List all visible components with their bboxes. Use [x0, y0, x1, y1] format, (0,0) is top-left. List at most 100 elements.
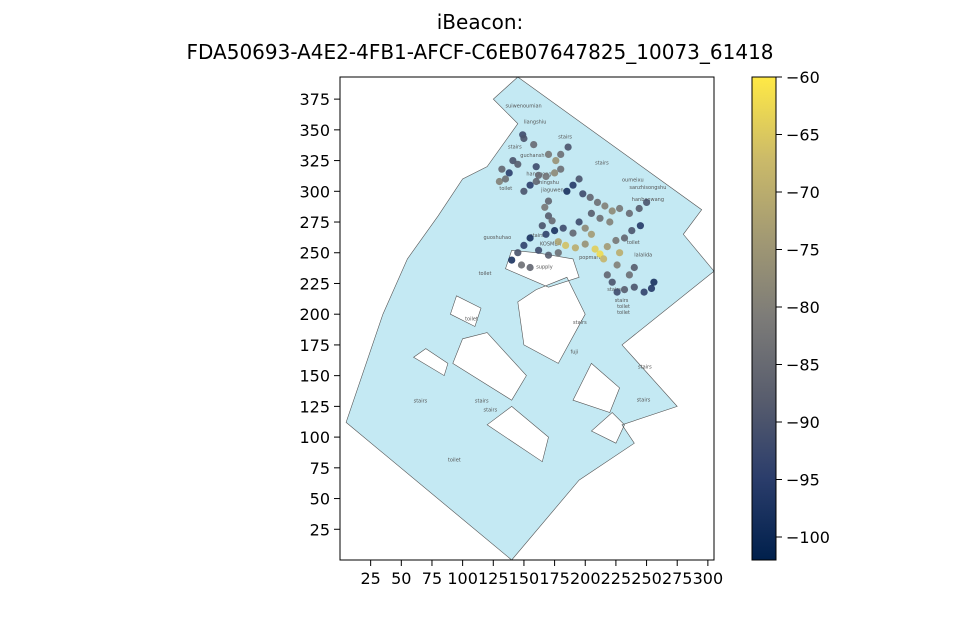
map-label: stairs — [484, 407, 498, 413]
beacon-point — [526, 181, 534, 189]
map-label: lalalida — [634, 252, 652, 258]
x-tick-label: 125 — [478, 569, 509, 588]
beacon-point — [530, 141, 538, 149]
map-label: mingshu — [537, 180, 559, 186]
y-tick-label: 250 — [299, 244, 330, 263]
y-tick-label: 225 — [299, 274, 330, 293]
beacon-point — [603, 243, 611, 251]
map-label: stairs — [615, 298, 629, 304]
beacon-point — [535, 246, 543, 254]
beacon-point — [542, 230, 550, 238]
beacon-point — [635, 204, 643, 213]
map-label: toilet — [448, 458, 461, 464]
x-tick-label: 100 — [447, 569, 478, 588]
beacon-point — [563, 187, 571, 195]
beacon-point — [569, 229, 577, 237]
y-tick-label: 325 — [299, 152, 330, 171]
floorplan-shape — [345, 77, 714, 560]
beacon-point — [526, 234, 534, 242]
beacon-point — [603, 271, 611, 279]
x-axis: 25 50 75 100 125 150 175 200 225 250 275 300 — [360, 560, 723, 588]
beacon-point — [640, 288, 648, 296]
beacon-point — [591, 245, 599, 253]
beacon-point — [551, 227, 559, 235]
beacon-point — [571, 244, 580, 252]
beacon-point — [508, 256, 516, 264]
beacon-point — [541, 203, 549, 211]
y-axis: 25 50 75 100 125 150 175 200 225 250 275 300 325 350 3… — [299, 90, 340, 539]
beacon-point — [608, 278, 616, 286]
beacon-point — [564, 143, 572, 151]
beacon-point — [532, 177, 540, 186]
beacon-point — [587, 230, 596, 238]
beacon-point — [535, 171, 543, 179]
map-label: toilet — [465, 316, 478, 322]
beacon-point — [628, 227, 636, 235]
map-label: guchansh — [520, 153, 544, 159]
colorbar-tick-label: −100 — [786, 528, 830, 547]
beacon-point — [505, 169, 513, 177]
beacon-point — [587, 209, 596, 217]
beacon-point — [498, 165, 506, 173]
beacon-point — [542, 172, 550, 181]
beacon-point — [569, 181, 577, 189]
y-tick-label: 300 — [299, 182, 330, 201]
beacon-point — [643, 198, 651, 206]
beacon-point — [544, 150, 553, 158]
floorplan: suiwenoumian liangshiu stairs stairs guchans… — [345, 77, 714, 560]
x-tick-label: 50 — [391, 569, 411, 588]
beacon-point — [501, 175, 510, 183]
beacon-point — [532, 163, 540, 171]
x-tick-label: 75 — [422, 569, 442, 588]
map-label: stairs — [573, 320, 587, 326]
y-tick-label: 25 — [310, 520, 330, 539]
beacon-point — [613, 261, 621, 269]
beacon-point — [579, 190, 587, 198]
beacon-point — [630, 283, 638, 291]
map-label: stairs — [530, 233, 544, 239]
y-tick-label: 175 — [299, 336, 330, 355]
colorbar-tick-label: −80 — [786, 298, 820, 317]
beacon-point — [625, 271, 634, 279]
beacon-point — [509, 157, 517, 165]
beacon-point — [557, 165, 565, 173]
beacon-point — [520, 187, 528, 195]
beacon-point — [650, 278, 658, 286]
plot-frame — [339, 76, 715, 561]
map-label: oumeixu — [622, 178, 644, 184]
beacon-point — [616, 249, 624, 257]
y-tick-label: 350 — [299, 121, 330, 140]
map-label: stairs — [637, 398, 651, 404]
colorbar — [751, 76, 777, 561]
beacon-point — [608, 207, 616, 215]
y-tick-label: 50 — [310, 490, 330, 509]
x-tick-label: 275 — [662, 569, 693, 588]
colorbar-tick-label: −90 — [786, 413, 820, 432]
beacon-point — [625, 209, 634, 217]
beacon-point — [636, 222, 645, 230]
colorbar-tick-label: −70 — [786, 183, 820, 202]
y-tick-label: 75 — [310, 459, 330, 478]
map-label: popmart — [579, 255, 600, 261]
beacon-point — [544, 251, 553, 259]
y-tick-label: 125 — [299, 397, 330, 416]
beacon-point — [548, 217, 556, 225]
beacon-point — [601, 202, 609, 210]
beacon-point — [538, 222, 546, 230]
beacon-point — [551, 169, 559, 177]
beacon-point — [647, 284, 656, 292]
x-tick-label: 300 — [693, 569, 724, 588]
colorbar-tick-label: −60 — [786, 68, 820, 87]
map-label: stairs — [595, 160, 609, 166]
beacon-point — [593, 198, 602, 206]
beacon-point — [581, 224, 589, 232]
map-label: suiwenoumian — [506, 104, 542, 110]
x-tick-label: 250 — [631, 569, 662, 588]
beacon-point — [552, 157, 560, 165]
map-label: supply — [536, 265, 553, 271]
beacon-point — [520, 134, 528, 143]
beacon-point — [600, 255, 608, 263]
colorbar-tick-label: −65 — [786, 126, 820, 145]
chart-title-line-2: FDA50693-A4E2-4FB1-AFCF-C6EB07647825_100… — [186, 40, 774, 64]
